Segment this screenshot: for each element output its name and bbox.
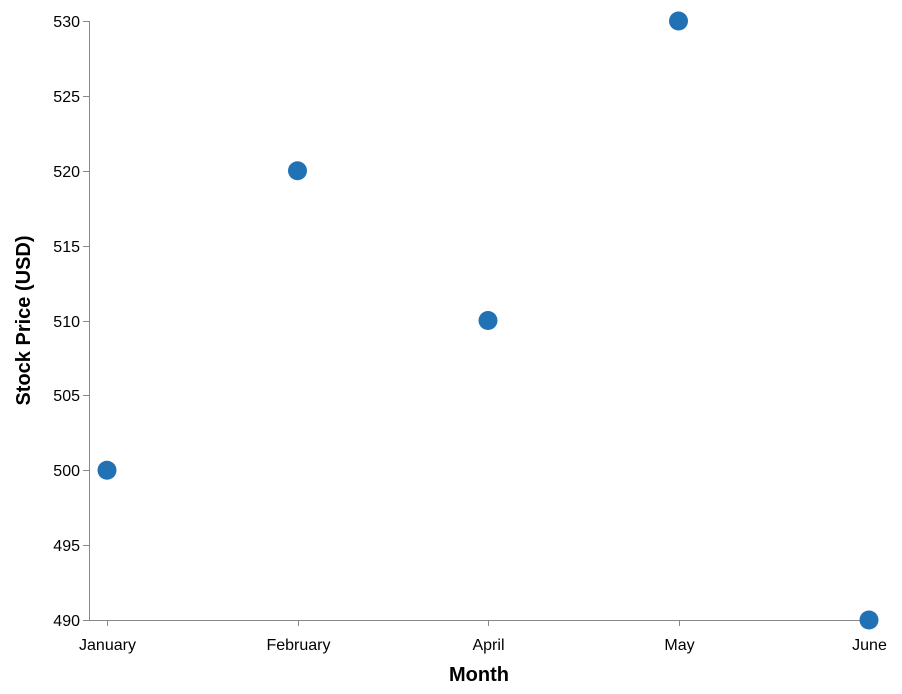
x-tick-label: April [472, 637, 504, 654]
data-point [288, 161, 307, 181]
data-point [859, 610, 879, 630]
y-axis-title: Stock Price (USD) [13, 235, 35, 405]
x-tick-label: June [852, 637, 887, 654]
data-point [97, 460, 117, 480]
data-point [478, 311, 498, 330]
x-tick-label: February [266, 637, 330, 654]
y-tick-label: 495 [53, 538, 80, 555]
data-points [97, 11, 879, 630]
y-axis: 490 495 500 505 510 515 520 525 530 [53, 14, 90, 630]
y-tick-label: 500 [53, 463, 80, 480]
y-tick-label: 520 [53, 164, 80, 181]
x-axis: January February April May June [79, 620, 887, 654]
x-tick-label: May [664, 637, 694, 654]
x-tick-label: January [79, 637, 136, 654]
y-tick-label: 505 [53, 388, 80, 405]
y-tick-label: 510 [53, 314, 80, 331]
y-tick-label: 530 [53, 14, 80, 31]
data-point [669, 11, 688, 31]
x-axis-title: Month [449, 664, 509, 686]
y-tick-label: 515 [53, 239, 80, 256]
y-tick-label: 490 [53, 613, 80, 630]
y-tick-label: 525 [53, 89, 80, 106]
